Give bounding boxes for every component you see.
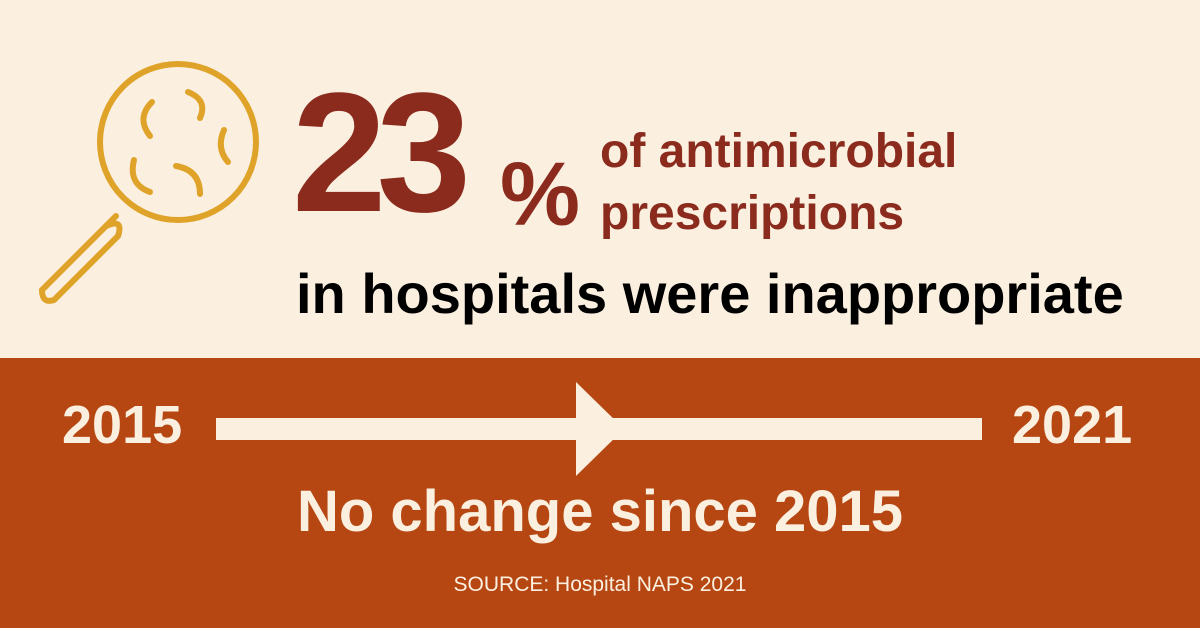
right-arrow-icon <box>216 382 982 476</box>
headline-unit: % <box>500 145 581 245</box>
start-year: 2015 <box>62 395 183 455</box>
bottom-panel <box>0 358 1200 628</box>
headline-line3: in hospitals were inappropriate <box>296 262 1124 325</box>
headline-line1: of antimicrobial <box>600 125 958 178</box>
headline-value: 23 <box>292 58 471 248</box>
end-year: 2021 <box>1012 395 1133 455</box>
change-message: No change since 2015 <box>296 479 904 544</box>
source-note: SOURCE: Hospital NAPS 2021 <box>453 573 747 596</box>
magnifying-glass-bacteria-icon <box>39 61 259 304</box>
headline-line2: prescriptions <box>600 187 905 240</box>
